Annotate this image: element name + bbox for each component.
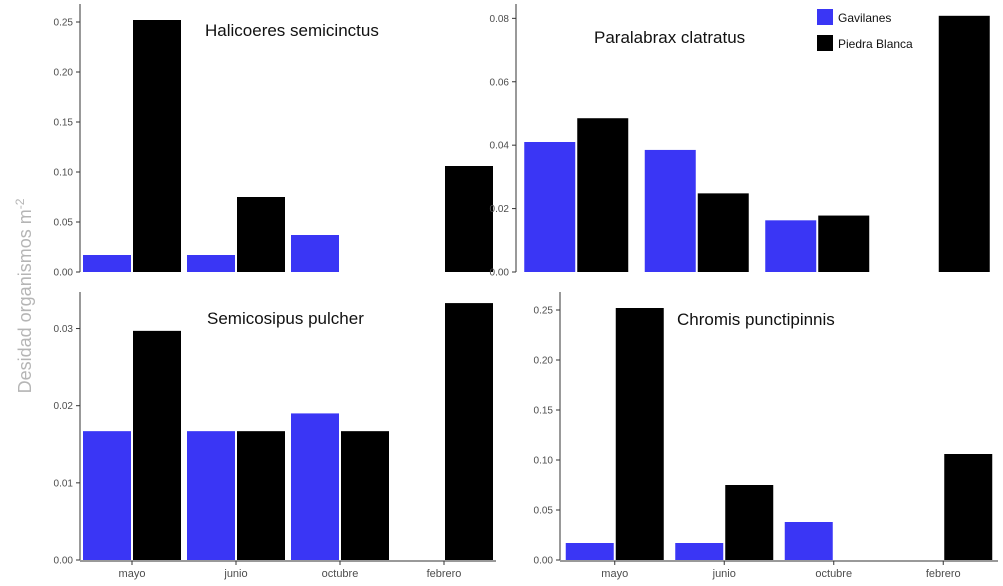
y-tick-label: 0.10	[534, 456, 554, 467]
y-tick-label: 0.05	[534, 506, 554, 517]
bar-piedra-blanca-febrero	[445, 166, 493, 272]
y-tick-label: 0.20	[54, 68, 74, 79]
bar-gavilanes-junio	[644, 149, 696, 272]
bar-piedra-blanca-febrero	[445, 303, 493, 560]
bar-piedra-blanca-mayo	[615, 308, 664, 560]
svg-text:Desidad organismos m-2: Desidad organismos m-2	[13, 198, 35, 393]
bar-piedra-blanca-mayo	[577, 118, 629, 272]
y-tick-label: 0.00	[534, 556, 554, 567]
bar-piedra-blanca-mayo	[133, 20, 181, 272]
x-tick-label-mayo: mayo	[119, 568, 146, 580]
x-tick-label-febrero: febrero	[926, 568, 961, 580]
y-tick-label: 0.03	[54, 324, 74, 335]
panel-title: Halicoeres semicinctus	[205, 21, 379, 40]
y-tick-label: 0.20	[534, 356, 554, 367]
bar-gavilanes-octubre	[291, 235, 339, 272]
y-tick-label: 0.04	[490, 141, 510, 152]
legend-swatch-gavilanes	[817, 9, 833, 25]
bar-piedra-blanca-junio	[697, 193, 749, 272]
y-tick-label: 0.05	[54, 218, 74, 229]
bar-gavilanes-junio	[187, 255, 235, 272]
bar-piedra-blanca-octubre	[818, 215, 870, 272]
bar-piedra-blanca-mayo	[133, 330, 181, 560]
panel-title: Chromis punctipinnis	[677, 310, 835, 329]
y-tick-label: 0.25	[54, 18, 74, 29]
bar-gavilanes-octubre	[765, 220, 817, 272]
y-tick-label: 0.00	[54, 556, 74, 567]
y-tick-label: 0.01	[54, 478, 74, 489]
y-tick-label: 0.06	[490, 77, 510, 88]
y-tick-label: 0.00	[490, 268, 510, 279]
legend-label-gavilanes: Gavilanes	[838, 11, 891, 25]
bar-gavilanes-mayo	[565, 543, 614, 560]
panel-title: Paralabrax clatratus	[594, 28, 745, 47]
y-tick-label: 0.15	[54, 118, 74, 129]
bar-gavilanes-junio	[187, 431, 235, 560]
bar-gavilanes-mayo	[83, 431, 131, 560]
panel-paralabrax-clatratus: 0.00 0.02 0.04 0.06 0.08 Paralabrax clatratus	[490, 4, 990, 279]
bar-gavilanes-octubre	[784, 522, 833, 560]
y-tick-label: 0.00	[54, 268, 74, 279]
panels: 0.00 0.05 0.10 0.15 0.20 0.25 Halicoeres semic…	[54, 4, 998, 580]
bar-piedra-blanca-octubre	[341, 431, 389, 560]
bar-gavilanes-junio	[675, 543, 724, 560]
bar-gavilanes-mayo	[83, 255, 131, 272]
legend-swatch-piedra-blanca	[817, 35, 833, 51]
legend: Gavilanes Piedra Blanca	[817, 9, 913, 51]
bar-piedra-blanca-febrero	[944, 454, 993, 560]
bar-piedra-blanca-junio	[725, 485, 774, 560]
x-tick-label-octubre: octubre	[322, 568, 359, 580]
y-tick-label: 0.08	[490, 14, 510, 25]
bar-gavilanes-mayo	[524, 142, 576, 272]
y-tick-label: 0.10	[54, 168, 74, 179]
y-tick-label: 0.15	[534, 406, 554, 417]
x-tick-label-junio: junio	[712, 568, 736, 580]
y-tick-label: 0.02	[490, 204, 510, 215]
x-tick-label-mayo: mayo	[601, 568, 628, 580]
panel-title: Semicosipus pulcher	[207, 309, 364, 328]
y-tick-label: 0.25	[534, 306, 554, 317]
x-tick-label-febrero: febrero	[427, 568, 462, 580]
y-axis-title-exponent: -2	[13, 198, 27, 209]
x-tick-label-junio: junio	[223, 568, 247, 580]
bar-gavilanes-octubre	[291, 413, 339, 560]
bar-piedra-blanca-febrero	[938, 15, 990, 273]
bar-piedra-blanca-junio	[237, 431, 285, 560]
y-tick-label: 0.02	[54, 401, 74, 412]
panel-semicosipus-pulcher: 0.00 0.01 0.02 0.03 mayo junio octubre febrero S…	[54, 292, 496, 580]
legend-label-piedra-blanca: Piedra Blanca	[838, 37, 913, 51]
x-tick-label-octubre: octubre	[815, 568, 852, 580]
panel-chromis-punctipinnis: 0.00 0.05 0.10 0.15 0.20 0.25 mayo junio octubre…	[534, 292, 998, 580]
bar-piedra-blanca-junio	[237, 197, 285, 272]
panel-halicoeres-semicinctus: 0.00 0.05 0.10 0.15 0.20 0.25 Halicoeres semic…	[54, 4, 493, 279]
y-axis-title-text: Desidad organismos m	[15, 209, 35, 393]
y-axis-title: Desidad organismos m-2	[13, 198, 35, 393]
